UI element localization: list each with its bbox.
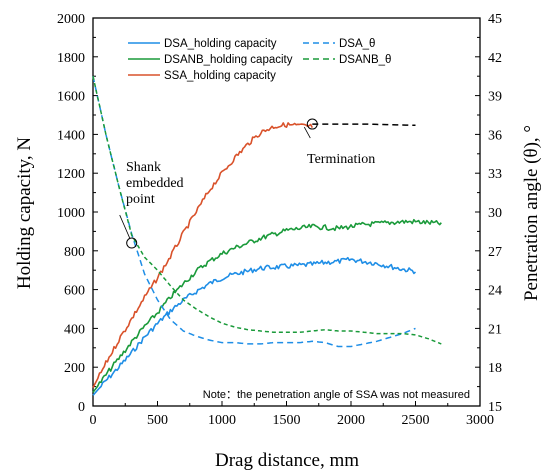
- y-right-tick-label: 33: [488, 167, 502, 182]
- y-axis-left-title: Holding capacity, N: [14, 137, 35, 290]
- y-right-tick-label: 45: [488, 12, 502, 27]
- x-tick-label: 1000: [208, 413, 236, 428]
- axis-ticks: 0 500 1000 1500 2000 2500 3000 0 200 400 600 800 100…: [57, 12, 502, 428]
- termination-leader-line: [303, 126, 311, 139]
- y-left-tick-label: 200: [64, 361, 85, 376]
- legend-label: DSA_holding capacity: [164, 38, 277, 50]
- y-right-tick-label: 39: [488, 90, 502, 105]
- x-tick-label: 0: [90, 413, 97, 428]
- series-line-ssa-theta-extension: [312, 123, 416, 127]
- y-left-tick-label: 2000: [57, 12, 85, 27]
- legend-label: DSANB_holding capacity: [164, 54, 293, 66]
- annotation-shank-line: Shank: [126, 160, 161, 175]
- y-right-tick-label: 30: [488, 206, 502, 221]
- x-tick-label: 500: [147, 413, 168, 428]
- y-right-tick-label: 36: [488, 128, 502, 143]
- y-right-tick-label: 18: [488, 361, 502, 376]
- x-tick-label: 3000: [466, 413, 494, 428]
- y-left-tick-label: 600: [64, 284, 85, 299]
- x-axis-title: Drag distance, mm: [215, 450, 359, 471]
- shank-leader-line: [119, 214, 131, 239]
- series-line-dsanb-: [92, 76, 442, 345]
- y-axis-right-title: Penetration angle (θ), °: [521, 125, 542, 301]
- y-right-tick-label: 24: [488, 284, 502, 299]
- annotation-termination: Termination: [307, 152, 375, 167]
- y-left-tick-label: 1200: [57, 167, 85, 182]
- y-left-tick-label: 0: [78, 400, 85, 415]
- series-line-ssa-holding-capacity: [92, 122, 314, 388]
- y-left-tick-label: 800: [64, 245, 85, 260]
- y-right-tick-label: 21: [488, 322, 502, 337]
- y-left-tick-label: 400: [64, 322, 85, 337]
- note-text: Note：the penetration angle of SSA was no…: [203, 389, 470, 401]
- y-left-tick-label: 1000: [57, 206, 85, 221]
- y-left-tick-label: 1800: [57, 51, 85, 66]
- x-tick-label: 1500: [273, 413, 301, 428]
- plot-frame: [92, 17, 481, 407]
- series-line-dsa-: [92, 76, 416, 348]
- legend-label: DSANB_θ: [339, 54, 391, 66]
- legend-label: SSA_holding capacity: [164, 70, 276, 82]
- annotation-shank-line: point: [126, 192, 155, 207]
- x-tick-label: 2500: [402, 413, 430, 428]
- series-group: [92, 76, 442, 396]
- y-right-tick-label: 27: [488, 245, 502, 260]
- termination-marker: [306, 118, 318, 130]
- legend: DSA_holding capacity DSANB_holding capaci…: [128, 38, 391, 82]
- y-left-tick-label: 1600: [57, 90, 85, 105]
- series-line-dsanb-holding-capacity: [92, 218, 442, 393]
- series-line-dsa-holding-capacity: [92, 256, 417, 396]
- y-right-tick-label: 15: [488, 400, 502, 415]
- x-tick-label: 2000: [337, 413, 365, 428]
- annotation-shank-line: embedded: [126, 176, 184, 191]
- shank-point-marker: [126, 237, 138, 249]
- plot-area-border: [92, 17, 481, 407]
- legend-label: DSA_θ: [339, 38, 375, 50]
- y-right-tick-label: 42: [488, 51, 502, 66]
- y-left-tick-label: 1400: [57, 128, 85, 143]
